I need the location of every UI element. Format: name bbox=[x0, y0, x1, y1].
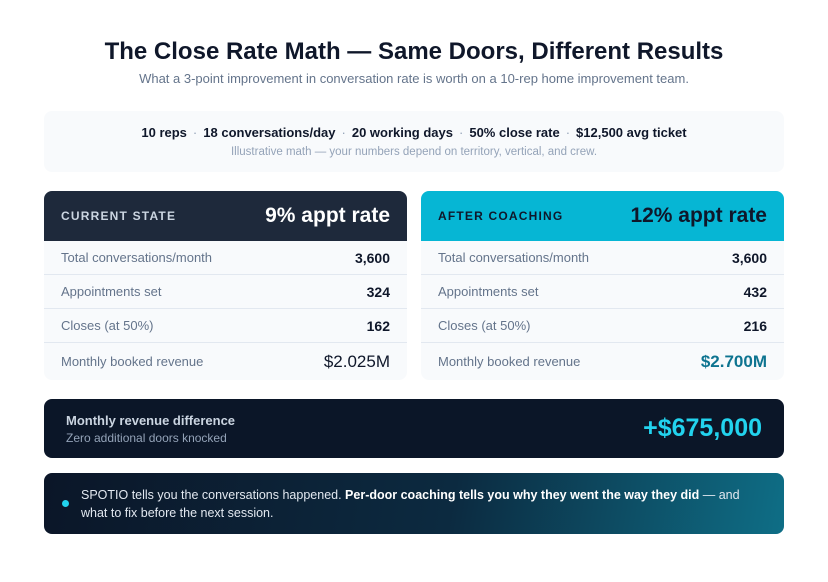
after-coaching-card: AFTER COACHING 12% appt rate Total conve… bbox=[421, 191, 784, 380]
table-row: Appointments set 324 bbox=[44, 275, 407, 309]
row-label: Appointments set bbox=[61, 284, 162, 299]
row-label: Total conversations/month bbox=[438, 250, 590, 265]
after-coaching-rate: 12% appt rate bbox=[630, 204, 767, 227]
assumptions-note: Illustrative math — your numbers depend … bbox=[230, 146, 598, 158]
current-state-rate: 9% appt rate bbox=[265, 204, 390, 227]
callout-tail: — and what to fix before the next sessio… bbox=[81, 487, 740, 520]
bullet-dot-icon bbox=[62, 500, 69, 507]
separator: · bbox=[192, 125, 198, 140]
assumption-conversations: 18 conversations/day bbox=[203, 125, 336, 140]
table-row: Total conversations/month 3,600 bbox=[44, 241, 407, 275]
coaching-callout: SPOTIO tells you the conversations happe… bbox=[44, 473, 784, 534]
table-row: Closes (at 50%) 162 bbox=[44, 309, 407, 343]
separator: · bbox=[341, 125, 346, 140]
row-value: 3,600 bbox=[354, 249, 390, 266]
revenue-difference-subtitle: Zero additional doors knocked bbox=[66, 430, 227, 445]
revenue-difference-value: +$675,000 bbox=[643, 414, 762, 442]
assumption-days: 20 working days bbox=[351, 125, 453, 140]
assumption-ticket: $12,500 avg ticket bbox=[576, 125, 687, 140]
table-row: Total conversations/month 3,600 bbox=[421, 241, 784, 275]
current-state-label: CURRENT STATE bbox=[61, 209, 177, 223]
row-label: Total conversations/month bbox=[61, 250, 213, 265]
table-row: Appointments set 432 bbox=[421, 275, 784, 309]
table-row: Monthly booked revenue $2.025M bbox=[44, 343, 407, 380]
table-row: Monthly booked revenue $2.700M bbox=[421, 343, 784, 380]
after-coaching-label: AFTER COACHING bbox=[438, 209, 564, 223]
callout-lead: SPOTIO tells you the conversations happe… bbox=[81, 487, 346, 502]
assumption-close-rate: 50% close rate bbox=[469, 125, 560, 140]
current-state-header: CURRENT STATE 9% appt rate bbox=[44, 191, 407, 241]
assumption-reps: 10 reps bbox=[141, 125, 187, 140]
row-value: 324 bbox=[366, 283, 390, 300]
separator: · bbox=[565, 125, 571, 140]
page-title: The Close Rate Math — Same Doors, Differ… bbox=[104, 38, 724, 65]
separator: · bbox=[459, 125, 464, 140]
row-value: 432 bbox=[743, 283, 767, 300]
page-subtitle: What a 3-point improvement in conversati… bbox=[139, 71, 689, 86]
callout-text: SPOTIO tells you the conversations happe… bbox=[81, 486, 756, 522]
row-label: Closes (at 50%) bbox=[61, 318, 154, 333]
current-state-card: CURRENT STATE 9% appt rate Total convers… bbox=[44, 191, 407, 380]
current-revenue-value: $2.025M bbox=[323, 351, 390, 371]
row-label: Monthly booked revenue bbox=[61, 354, 204, 369]
row-label: Appointments set bbox=[438, 284, 539, 299]
row-value: 162 bbox=[366, 317, 390, 334]
row-value: 216 bbox=[743, 317, 767, 334]
assumptions-list: 10 reps · 18 conversations/day · 20 working … bbox=[44, 125, 784, 140]
revenue-difference-panel: Monthly revenue difference Zero addition… bbox=[44, 399, 784, 458]
table-row: Closes (at 50%) 216 bbox=[421, 309, 784, 343]
after-revenue-value: $2.700M bbox=[700, 351, 767, 371]
assumptions-panel: 10 reps · 18 conversations/day · 20 working … bbox=[44, 111, 784, 172]
row-label: Monthly booked revenue bbox=[438, 354, 581, 369]
after-coaching-header: AFTER COACHING 12% appt rate bbox=[421, 191, 784, 241]
revenue-difference-title: Monthly revenue difference bbox=[66, 412, 236, 428]
row-label: Closes (at 50%) bbox=[438, 318, 531, 333]
row-value: 3,600 bbox=[731, 249, 767, 266]
revenue-difference-text: Monthly revenue difference Zero addition… bbox=[66, 413, 235, 445]
callout-emphasis: Per-door coaching tells you why they wen… bbox=[345, 487, 700, 502]
